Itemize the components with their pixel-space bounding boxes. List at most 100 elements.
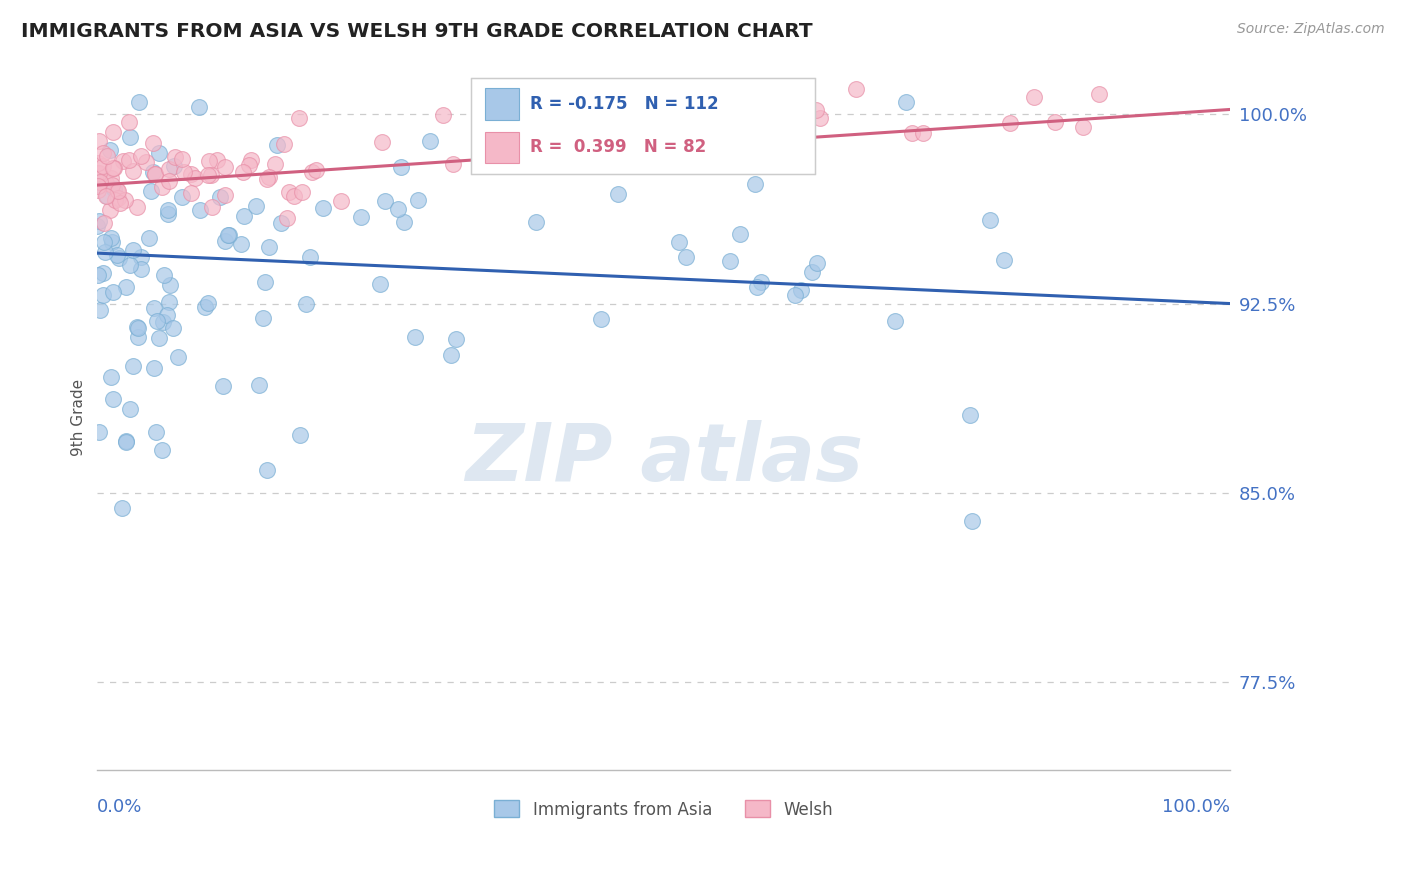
Text: R = -0.175   N = 112: R = -0.175 N = 112 [530, 95, 718, 112]
Point [1088, 87, 1111, 102]
Point [993, 252, 1015, 267]
Point [101, 285, 124, 299]
Point [86, 219, 108, 233]
Point [718, 253, 741, 268]
Point [87, 214, 110, 228]
Point [157, 174, 180, 188]
Point [197, 296, 219, 310]
Point [790, 283, 813, 297]
Point [156, 207, 179, 221]
Point [87, 183, 110, 197]
Point [298, 250, 321, 264]
Point [432, 108, 454, 122]
Point [894, 95, 917, 109]
Point [960, 514, 983, 528]
Point [131, 250, 153, 264]
Point [122, 163, 145, 178]
Point [804, 103, 827, 118]
Point [128, 95, 150, 109]
Point [108, 252, 131, 266]
Point [263, 156, 285, 170]
Point [118, 130, 141, 145]
Point [162, 321, 184, 335]
Point [441, 156, 464, 170]
Point [101, 161, 124, 175]
Point [152, 179, 174, 194]
Point [214, 187, 236, 202]
Point [107, 185, 129, 199]
Point [266, 137, 288, 152]
Point [245, 199, 267, 213]
Point [444, 332, 467, 346]
Point [998, 116, 1021, 130]
Point [100, 178, 122, 193]
Point [350, 211, 373, 225]
Point [287, 111, 309, 125]
Point [157, 162, 180, 177]
Point [96, 177, 118, 191]
Point [188, 203, 211, 218]
Point [107, 190, 129, 204]
Point [118, 401, 141, 416]
Point [218, 228, 240, 243]
Point [98, 202, 121, 217]
Point [138, 231, 160, 245]
Point [208, 190, 231, 204]
Point [273, 137, 295, 152]
Point [89, 165, 111, 179]
Point [370, 277, 392, 292]
Point [103, 182, 125, 196]
Text: ZIP atlas: ZIP atlas [465, 420, 863, 499]
Point [103, 125, 125, 139]
Point [145, 425, 167, 439]
Text: 0.0%: 0.0% [97, 798, 143, 816]
Point [183, 170, 205, 185]
Point [114, 193, 136, 207]
Point [93, 216, 115, 230]
Point [148, 146, 170, 161]
Point [911, 126, 934, 140]
Point [100, 231, 122, 245]
Point [619, 133, 641, 147]
Point [96, 148, 118, 162]
Point [127, 330, 149, 344]
Point [152, 315, 174, 329]
Point [256, 172, 278, 186]
Point [283, 189, 305, 203]
Point [305, 162, 328, 177]
Point [806, 256, 828, 270]
Point [87, 268, 110, 282]
Point [127, 319, 149, 334]
Text: 100.0%: 100.0% [1163, 798, 1230, 816]
Point [256, 463, 278, 477]
Point [162, 159, 184, 173]
Point [211, 378, 233, 392]
Point [118, 153, 141, 167]
Legend: Immigrants from Asia, Welsh: Immigrants from Asia, Welsh [488, 794, 839, 825]
Point [180, 186, 202, 200]
Point [668, 235, 690, 250]
Point [100, 170, 122, 185]
Point [125, 200, 148, 214]
Point [1024, 90, 1046, 104]
Point [94, 244, 117, 259]
Point [259, 169, 281, 184]
Point [100, 370, 122, 384]
Point [170, 190, 193, 204]
Point [143, 301, 166, 315]
Point [150, 443, 173, 458]
Point [87, 179, 110, 194]
Point [121, 359, 143, 373]
Point [93, 235, 115, 249]
Point [120, 258, 142, 272]
Point [94, 188, 117, 202]
Point [229, 237, 252, 252]
Point [1043, 114, 1066, 128]
Point [142, 361, 165, 376]
Point [148, 331, 170, 345]
Point [156, 308, 179, 322]
Point [103, 161, 125, 175]
Point [801, 265, 824, 279]
Point [100, 143, 122, 157]
Point [91, 288, 114, 302]
